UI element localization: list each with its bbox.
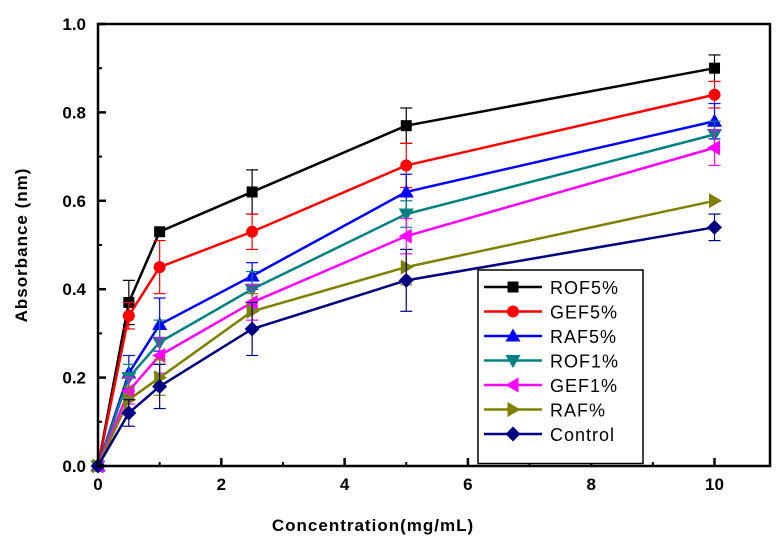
legend-marker — [505, 426, 521, 442]
data-point — [398, 184, 414, 198]
legend-box — [477, 269, 644, 465]
legend-label: GEF1% — [550, 376, 618, 396]
data-point — [154, 226, 166, 238]
plot-area — [90, 54, 723, 474]
legend-label: RAF% — [550, 401, 606, 421]
data-point — [400, 120, 412, 132]
legend-entry: RAF% — [484, 401, 606, 421]
data-point — [121, 383, 135, 399]
plot-frame — [96, 22, 772, 468]
x-tick-label: 2 — [217, 475, 226, 494]
legend: ROF5% GEF5% RAF5% ROF1% GEF1% RAF% Control — [477, 269, 644, 465]
y-axis-title: Absorbance (nm) — [12, 168, 31, 323]
data-point — [152, 378, 168, 394]
ticks: 0 2 4 6 8 10 0.0 0.2 0.4 0.6 0.8 1.0 — [62, 15, 724, 494]
x-tick-label: 6 — [463, 475, 472, 494]
legend-label: Control — [550, 425, 615, 445]
x-tick-label: 8 — [586, 475, 595, 494]
legend-marker — [507, 305, 519, 318]
data-point — [152, 348, 166, 363]
legend-entry: ROF5% — [484, 278, 619, 298]
legend-entry: RAF5% — [484, 327, 617, 347]
data-point — [709, 193, 723, 209]
legend-marker — [507, 281, 519, 293]
legend-marker — [505, 377, 519, 393]
y-tick-label: 1.0 — [62, 15, 86, 34]
legend-label: ROF1% — [550, 352, 619, 372]
data-point — [121, 405, 137, 421]
legend-entry: GEF5% — [484, 303, 618, 323]
legend-entry: ROF1% — [484, 352, 619, 372]
series-line — [96, 93, 715, 467]
y-tick-label: 0.2 — [62, 369, 86, 388]
legend-entry: GEF1% — [484, 376, 618, 396]
series-line — [96, 226, 715, 467]
data-point — [153, 261, 166, 274]
y-tick-label: 0.6 — [62, 192, 86, 211]
series-line — [96, 66, 715, 467]
y-tick-label: 0.4 — [62, 280, 86, 299]
data-point — [246, 225, 259, 238]
data-point — [122, 309, 135, 322]
legend-marker — [505, 355, 521, 368]
series-GEF5% — [92, 80, 721, 472]
x-tick-label: 0 — [93, 475, 102, 494]
data-point — [398, 208, 414, 222]
data-point — [246, 303, 260, 319]
data-point — [400, 159, 413, 172]
legend-entry: Control — [484, 425, 615, 445]
series-line — [96, 133, 715, 467]
data-point — [708, 88, 721, 101]
data-point — [709, 62, 721, 74]
x-tick-label: 10 — [705, 475, 724, 494]
legend-label: RAF5% — [550, 327, 617, 347]
legend-label: ROF5% — [550, 278, 619, 298]
data-point — [400, 259, 414, 275]
data-point — [246, 186, 258, 198]
data-point — [398, 272, 414, 288]
x-axis-title: Concentration(mg/mL) — [272, 516, 474, 535]
data-point — [398, 228, 412, 244]
x-tick-label: 4 — [340, 475, 350, 494]
legend-marker — [505, 328, 521, 342]
legend-marker — [507, 402, 521, 417]
y-tick-label: 0.0 — [62, 457, 86, 476]
y-tick-label: 0.8 — [62, 103, 86, 122]
data-point — [244, 321, 260, 337]
legend-label: GEF5% — [550, 303, 618, 323]
axes — [96, 22, 772, 468]
data-point — [707, 219, 723, 235]
data-point — [707, 113, 723, 127]
data-point — [707, 140, 721, 156]
